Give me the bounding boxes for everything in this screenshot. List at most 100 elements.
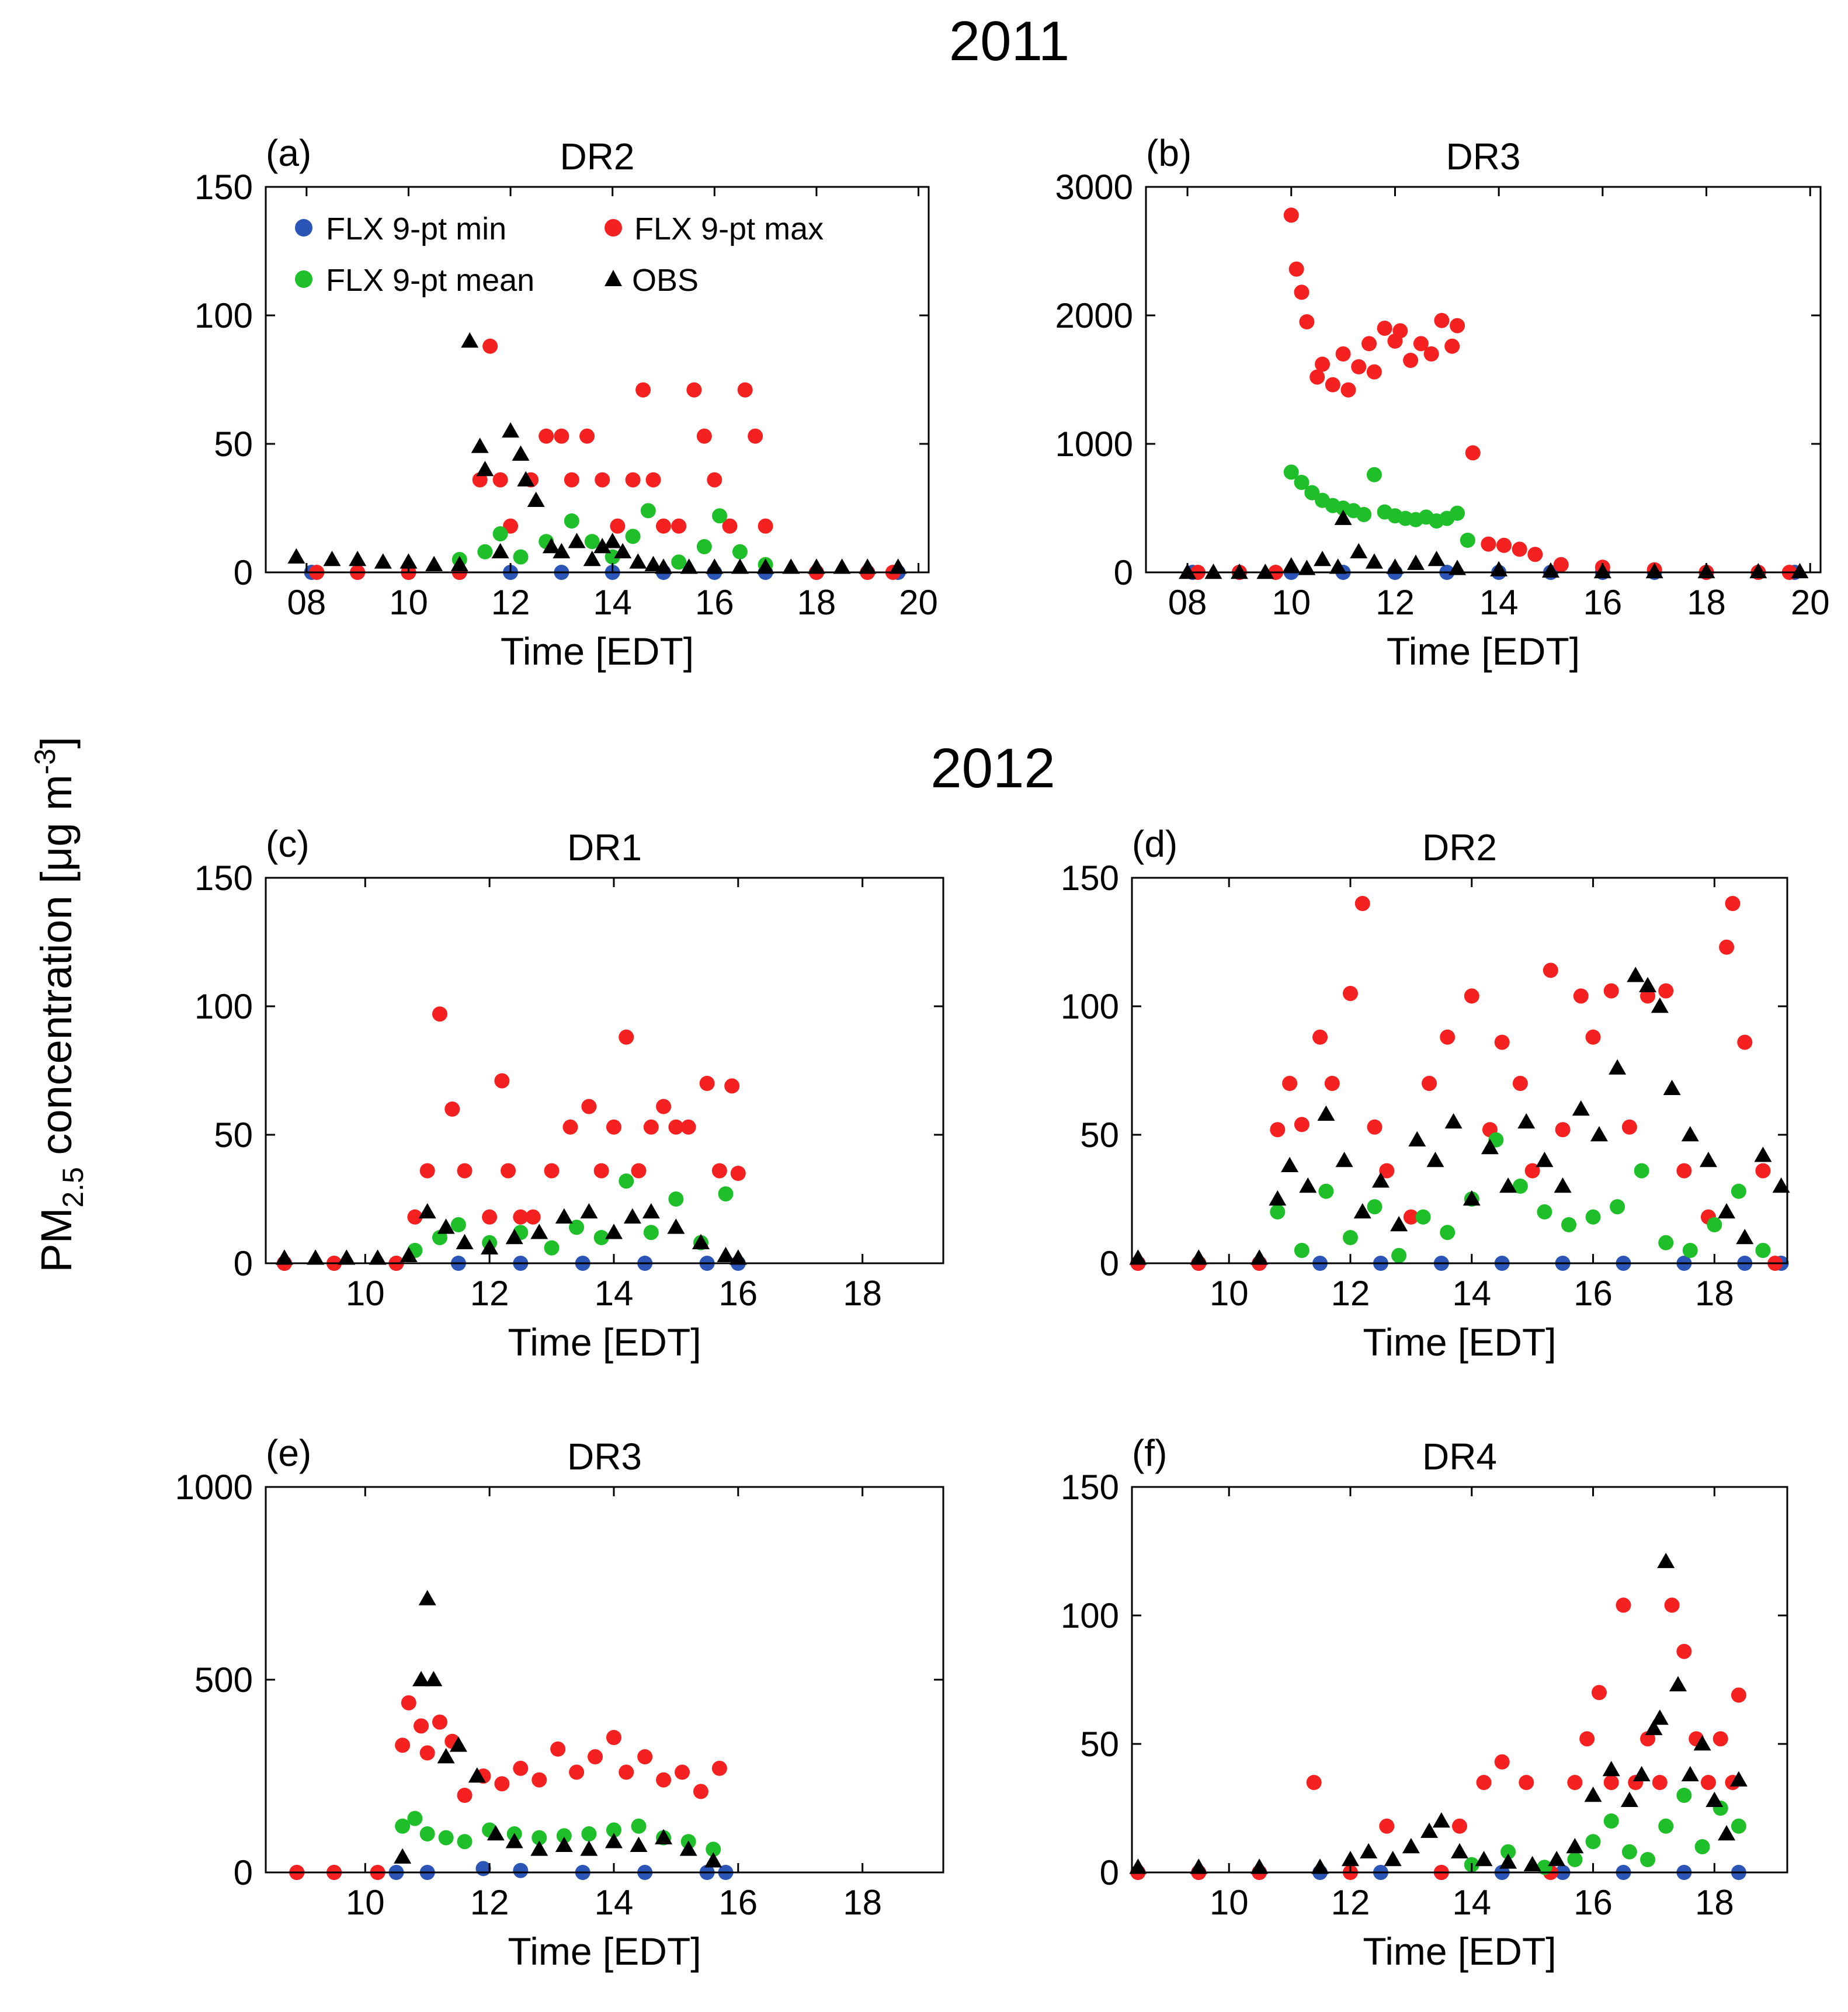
mean-point — [457, 1834, 473, 1850]
obs-point — [1590, 1126, 1608, 1142]
obs-point — [1190, 1858, 1208, 1874]
mean-point — [668, 1191, 684, 1207]
y-tick-label: 1000 — [1055, 425, 1133, 464]
x-tick-label: 12 — [491, 583, 530, 622]
x-tick-label: 12 — [470, 1274, 509, 1313]
mean-point — [584, 534, 600, 550]
obs-point — [1408, 1131, 1426, 1147]
max-point — [1377, 321, 1392, 336]
obs-point — [1517, 1113, 1536, 1129]
obs-point — [1645, 1719, 1663, 1735]
x-tick-label: 14 — [1479, 583, 1519, 622]
y-tick-label: 150 — [194, 168, 253, 207]
mean-point — [1294, 475, 1309, 490]
obs-point — [1693, 1735, 1711, 1751]
max-point — [680, 1119, 696, 1135]
max-point — [1585, 1029, 1601, 1045]
mean-point — [407, 1811, 423, 1826]
obs-point — [394, 1848, 412, 1864]
y-tick-label: 100 — [1061, 1596, 1119, 1635]
panel-label: (d) — [1132, 823, 1177, 865]
max-point — [513, 1209, 529, 1225]
obs-point — [833, 558, 851, 574]
y-tick-label: 50 — [214, 1116, 253, 1155]
x-tick-label: 18 — [1695, 1883, 1734, 1922]
obs-point — [1420, 1822, 1439, 1838]
mean-point — [1658, 1818, 1674, 1834]
obs-point — [287, 548, 305, 564]
obs-point — [412, 1671, 430, 1687]
max-point — [645, 472, 661, 488]
obs-point — [1129, 1858, 1147, 1874]
max-point — [606, 1119, 621, 1135]
x-tick-label: 18 — [797, 583, 836, 622]
x-tick-label: 10 — [1210, 1274, 1249, 1313]
mean-point — [1304, 485, 1320, 501]
max-point — [1512, 1076, 1528, 1091]
series-obs — [1129, 967, 1790, 1265]
obs-point — [437, 1748, 455, 1764]
obs-point — [583, 551, 601, 567]
x-tick-label: 12 — [1331, 1883, 1370, 1922]
max-point — [1664, 1597, 1680, 1613]
panel-b: (b) DR3 08 10 12 14 16 18 20 0 1000 2000 3000 Time [E… — [1055, 132, 1830, 673]
obs-point — [369, 1249, 387, 1265]
max-point — [1392, 323, 1408, 339]
max-point — [656, 1772, 672, 1788]
max-point — [414, 1718, 429, 1734]
max-point — [730, 1166, 746, 1181]
obs-point — [1427, 551, 1446, 567]
x-axis-label: Time [EDT] — [501, 630, 694, 673]
panel-title: DR1 — [567, 826, 642, 868]
obs-point — [1451, 1843, 1468, 1859]
obs-point — [1548, 1851, 1566, 1867]
max-point — [671, 518, 687, 534]
series-mean — [1270, 1132, 1771, 1263]
mean-point — [1283, 464, 1299, 480]
x-tick-label: 08 — [1168, 583, 1207, 622]
obs-point — [400, 1246, 418, 1263]
max-point — [569, 1764, 585, 1780]
obs-point — [553, 543, 571, 559]
max-point — [1403, 1209, 1419, 1225]
obs-point — [481, 1239, 499, 1255]
legend-max-label: FLX 9-pt max — [634, 211, 824, 246]
max-point — [1553, 557, 1569, 572]
max-point — [1444, 338, 1460, 354]
legend-mean-marker — [295, 270, 312, 288]
max-point — [1494, 1754, 1510, 1770]
obs-point — [1281, 1156, 1299, 1173]
series-obs — [275, 1203, 747, 1265]
obs-point — [1681, 1126, 1699, 1142]
mean-point — [1682, 1243, 1698, 1258]
panel-label: (c) — [266, 823, 310, 865]
series-max — [1130, 1597, 1746, 1880]
max-point — [1676, 1643, 1692, 1659]
y-tick-label: 0 — [234, 1853, 253, 1892]
obs-point — [717, 1246, 735, 1263]
y-tick-label: 3000 — [1055, 168, 1133, 207]
obs-point — [1669, 1676, 1687, 1692]
max-point — [1354, 896, 1370, 911]
max-point — [711, 1163, 727, 1179]
x-tick-label: 12 — [470, 1883, 509, 1922]
obs-point — [1566, 1838, 1584, 1854]
max-point — [1603, 983, 1619, 999]
max-point — [693, 1784, 708, 1799]
obs-point — [450, 555, 468, 572]
max-point — [579, 428, 595, 444]
obs-point — [603, 533, 621, 548]
mean-point — [581, 1826, 597, 1841]
mean-point — [1512, 1179, 1528, 1194]
mean-point — [1460, 533, 1475, 548]
obs-point — [425, 1671, 443, 1687]
max-point — [554, 428, 569, 444]
mean-point — [671, 554, 687, 570]
max-point — [1555, 1122, 1571, 1138]
obs-point — [1311, 1858, 1329, 1874]
y-tick-label: 0 — [1100, 1853, 1119, 1892]
mean-point — [1367, 1199, 1382, 1215]
y-tick-label: 50 — [1080, 1725, 1119, 1764]
mean-point — [1731, 1183, 1746, 1199]
